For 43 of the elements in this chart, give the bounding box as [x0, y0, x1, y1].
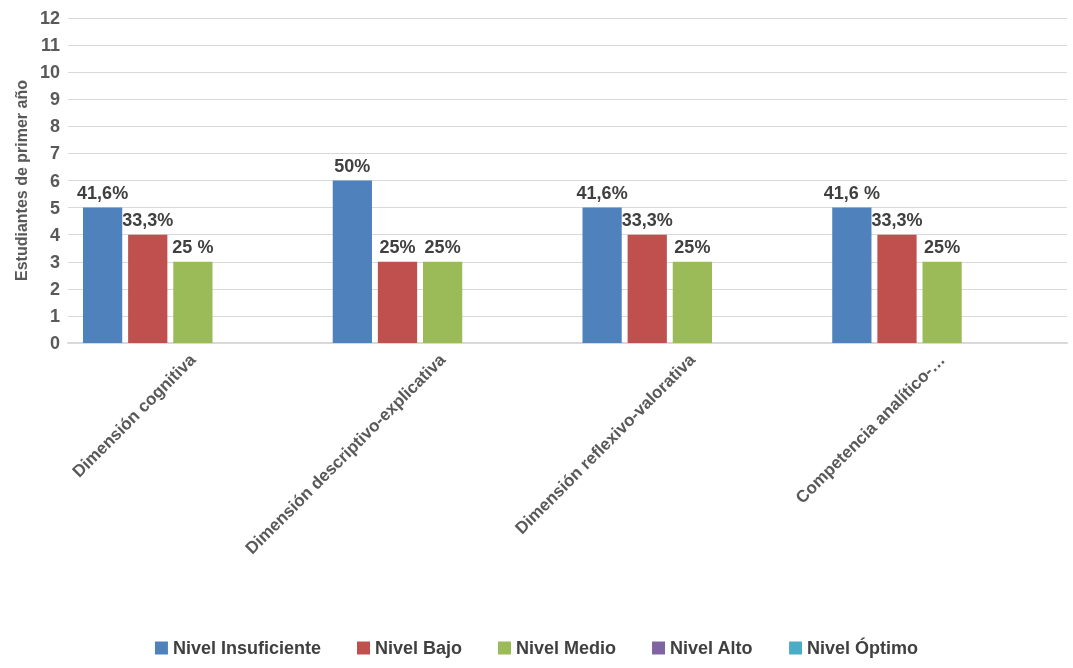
y-tick-label: 4	[49, 224, 60, 245]
bar	[423, 261, 463, 343]
bar	[128, 234, 168, 343]
y-axis-title: Estudiantes de primer año	[12, 79, 30, 281]
bar	[672, 261, 712, 343]
y-tick-label: 10	[39, 62, 60, 83]
y-tick-label: 11	[40, 35, 60, 56]
annotation: 25%	[924, 236, 961, 257]
annotation: 25%	[379, 236, 416, 257]
bar	[582, 207, 622, 343]
bar	[832, 207, 872, 343]
annotation: 25 %	[172, 236, 214, 257]
y-tick-label: 1	[49, 305, 60, 326]
y-tick-label: 7	[49, 143, 60, 164]
bar	[82, 207, 123, 343]
bar	[173, 261, 213, 343]
annotation: 33,3%	[621, 209, 673, 230]
annotation: 33,3%	[122, 209, 174, 230]
annotation: 41,6%	[77, 182, 129, 203]
y-tick-label: 6	[49, 170, 60, 191]
legend-label: Nivel Medio	[516, 638, 617, 658]
annotation: 25%	[674, 236, 711, 257]
legend-label: Nivel Bajo	[374, 638, 463, 658]
bar	[377, 261, 418, 343]
bar	[877, 234, 917, 343]
annotation: 41,6 %	[823, 182, 880, 203]
y-tick-label: 3	[49, 251, 60, 272]
y-tick-label: 9	[49, 89, 60, 110]
legend-label: Nivel Alto	[670, 638, 753, 658]
legend-label: Nivel Insuficiente	[172, 638, 321, 658]
y-tick-label: 12	[39, 8, 60, 28]
annotation: 25%	[424, 236, 461, 257]
y-tick-label: 0	[49, 333, 60, 353]
y-tick-label: 8	[49, 116, 60, 137]
annotation: 50%	[334, 155, 371, 176]
y-tick-label: 2	[49, 278, 60, 299]
y-tick-label: 5	[49, 197, 60, 218]
annotation: 33,3%	[871, 209, 923, 230]
legend-label: Nivel Óptimo	[807, 637, 919, 658]
annotation: 41,6%	[576, 182, 628, 203]
bar	[627, 234, 667, 343]
bar	[332, 180, 372, 343]
bar	[922, 261, 962, 343]
